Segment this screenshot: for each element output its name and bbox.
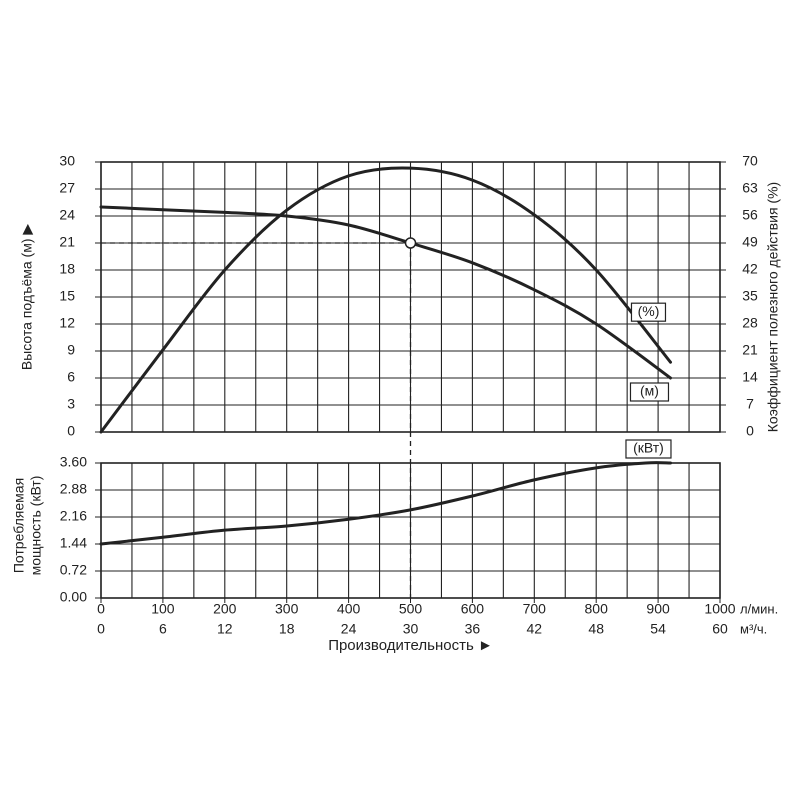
curve-label-box [629,382,670,402]
y-tick-label: 3 [67,396,75,412]
y2-tick-label: 0 [746,423,754,439]
reference-point [404,237,417,249]
x-tick-label: 500 [399,601,423,617]
curve-label-box [630,302,667,322]
curve-label: (кВт) [633,440,664,456]
y2-tick-label: 56 [742,207,758,223]
y-tick-label: 0.00 [60,589,87,605]
y-tick-label: 9 [67,342,75,358]
x2-tick-label: 48 [588,621,604,637]
y-tick-label: 3.60 [60,454,87,470]
y-tick-label: 12 [59,315,75,331]
y-tick-label: 21 [59,234,75,250]
x-tick-label: 0 [97,601,105,617]
y-tick-label: 30 [59,153,75,169]
x-tick-label: 1000 [704,601,735,617]
y2-tick-label: 49 [742,234,758,250]
x-tick-label: 600 [461,601,485,617]
x-tick-label: 100 [151,601,175,617]
curve-label-box [625,439,672,459]
y-tick-label: 2.16 [60,508,87,524]
x-axis-title: Производительность ► [328,637,493,654]
x2-tick-label: 12 [217,621,233,637]
y-tick-label: 6 [67,369,75,385]
curve-label: (%) [638,303,660,319]
x2-tick-label: 60 [712,621,728,637]
x-tick-label: 200 [213,601,237,617]
y-tick-label: 1.44 [60,535,87,551]
x2-unit: м³/ч. [740,621,767,636]
y2-tick-label: 42 [742,261,758,277]
x2-tick-label: 24 [341,621,357,637]
y2-tick-label: 35 [742,288,758,304]
curve-label: (м) [640,383,659,399]
x2-tick-label: 36 [465,621,481,637]
x2-tick-label: 54 [650,621,666,637]
y-axis-title: мощность (кВт) [28,476,44,576]
y-tick-label: 18 [59,261,75,277]
y2-tick-label: 63 [742,180,758,196]
x2-tick-label: 6 [159,621,167,637]
y-axis-title: Потребляемая [11,478,27,573]
y2-tick-label: 7 [746,396,754,412]
y2-tick-label: 14 [742,369,758,385]
curve [99,461,672,546]
x-tick-label: 700 [523,601,547,617]
x2-tick-label: 30 [403,621,419,637]
y-tick-label: 0 [67,423,75,439]
y2-tick-label: 70 [742,153,758,169]
x-unit: л/мин. [740,601,778,616]
y-tick-label: 2.88 [60,481,87,497]
x2-tick-label: 42 [527,621,543,637]
curve [99,166,672,434]
x2-tick-label: 0 [97,621,105,637]
y-tick-label: 0.72 [60,562,87,578]
y-tick-label: 24 [59,207,75,223]
y-axis-title: Высота подъёма (м) ▶ [19,224,35,371]
y-tick-label: 15 [59,288,75,304]
x2-tick-label: 18 [279,621,295,637]
curve [99,205,672,380]
y2-axis-title: Коэффициент полезного действия (%) [765,182,781,432]
y2-tick-label: 28 [742,315,758,331]
x-tick-label: 900 [646,601,670,617]
y2-tick-label: 21 [742,342,758,358]
x-tick-label: 800 [585,601,609,617]
y-tick-label: 27 [59,180,75,196]
x-tick-label: 300 [275,601,299,617]
x-tick-label: 400 [337,601,361,617]
